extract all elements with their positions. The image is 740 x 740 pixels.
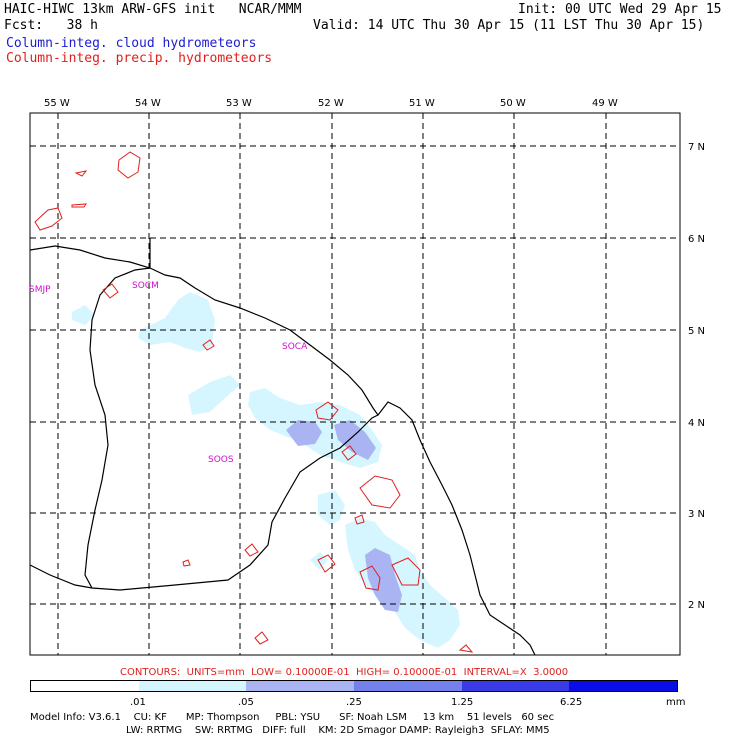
shade-region xyxy=(365,548,402,612)
coastline-path xyxy=(30,245,536,655)
station-label-socm: SOCM xyxy=(132,281,159,291)
precip-contour xyxy=(74,170,88,177)
shade-region xyxy=(72,305,95,325)
contour-info: CONTOURS: UNITS=mm LOW= 0.10000E-01 HIGH… xyxy=(120,667,569,678)
colorbar-segment xyxy=(354,681,462,691)
precip-contour xyxy=(71,203,87,208)
precip-contour xyxy=(117,151,141,179)
border-path xyxy=(30,564,93,589)
shade-region xyxy=(138,292,215,352)
cloud-shading xyxy=(72,292,460,648)
precip-contour xyxy=(315,401,339,421)
longitude-label: 53 W xyxy=(226,98,252,109)
model-info-line2: LW: RRTMG SW: RRTMG DIFF: full KM: 2D Sm… xyxy=(126,725,550,736)
latitude-label: 2 N xyxy=(688,600,705,611)
colorbar-segment xyxy=(569,681,678,691)
precip-contour xyxy=(254,631,269,645)
precip-legend-label: Column-integ. precip. hydrometeors xyxy=(6,51,273,66)
longitude-label: 52 W xyxy=(318,98,344,109)
forecast-hour: Fcst: 38 h xyxy=(4,18,98,33)
colorbar-tick: .01 xyxy=(130,697,146,708)
colorbar-tick: .25 xyxy=(346,697,362,708)
station-label-smjp: SMJP xyxy=(29,285,51,295)
shade-region xyxy=(345,518,460,648)
colorbar xyxy=(30,680,678,692)
shade-region xyxy=(188,375,240,415)
precip-contour xyxy=(354,514,365,525)
colorbar-tick: 1.25 xyxy=(451,697,474,708)
precip-contour xyxy=(341,445,357,461)
colorbar-segment xyxy=(138,681,247,691)
precip-contour xyxy=(34,207,63,231)
latitude-labels: 7 N 6 N 5 N 4 N 3 N 2 N xyxy=(688,142,705,611)
longitude-labels: 55 W 54 W 53 W 52 W 51 W 50 W 49 W xyxy=(44,98,618,109)
station-label-soca: SOCA xyxy=(282,342,308,352)
station-label-soos: SOOS xyxy=(208,455,234,465)
cloud-legend-label: Column-integ. cloud hydrometeors xyxy=(6,36,257,51)
colorbar-tick: 6.25 xyxy=(560,697,583,708)
latitude-label: 3 N xyxy=(688,509,705,520)
lat-lon-grid xyxy=(30,113,680,655)
precip-contour xyxy=(359,475,401,509)
longitude-label: 55 W xyxy=(44,98,70,109)
precip-contour xyxy=(391,557,421,586)
shade-region xyxy=(286,420,322,446)
colorbar-segment xyxy=(461,681,570,691)
longitude-label: 50 W xyxy=(500,98,526,109)
latitude-label: 7 N xyxy=(688,142,705,153)
colorbar-tick: .05 xyxy=(238,697,254,708)
model-info-line1: Model Info: V3.6.1 CU: KF MP: Thompson P… xyxy=(30,712,555,723)
colorbar-segment xyxy=(31,681,139,691)
model-title: HAIC-HIWC 13km ARW-GFS init NCAR/MMM xyxy=(4,2,302,17)
latitude-label: 6 N xyxy=(688,234,705,245)
init-time: Init: 00 UTC Wed 29 Apr 15 xyxy=(518,2,722,17)
precip-contour xyxy=(359,565,381,591)
valid-time: Valid: 14 UTC Thu 30 Apr 15 (11 LST Thu … xyxy=(313,18,705,33)
longitude-label: 54 W xyxy=(135,98,161,109)
precip-contour xyxy=(317,554,336,573)
precip-contours xyxy=(34,151,474,653)
latitude-label: 4 N xyxy=(688,418,705,429)
precip-contour xyxy=(182,559,191,567)
latitude-label: 5 N xyxy=(688,326,705,337)
coastline xyxy=(30,238,536,655)
shade-region xyxy=(334,420,376,460)
precip-contour xyxy=(244,543,259,557)
map-frame xyxy=(29,112,681,656)
station-labels: SMJP SOCM SOCA SOOS xyxy=(29,281,308,465)
precip-contour xyxy=(102,283,119,299)
precip-contour xyxy=(458,644,474,653)
colorbar-segment xyxy=(246,681,355,691)
precip-contour xyxy=(202,339,215,351)
colorbar-unit: mm xyxy=(666,697,686,708)
longitude-label: 49 W xyxy=(592,98,618,109)
longitude-label: 51 W xyxy=(409,98,435,109)
